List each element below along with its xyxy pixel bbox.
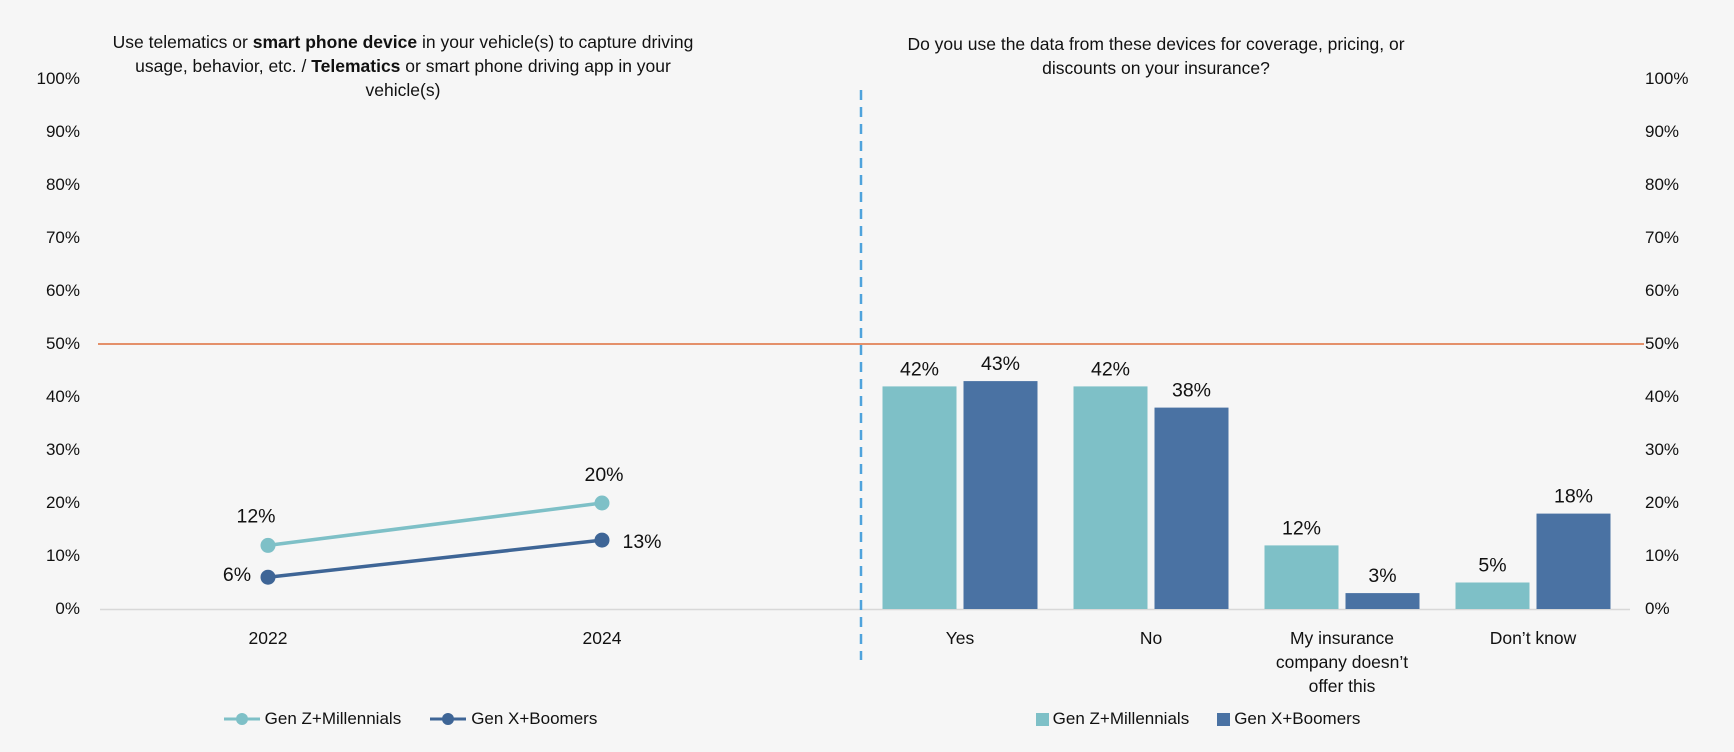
y-axis-label-left: 70% [45, 228, 80, 247]
y-axis-label-left: 90% [45, 122, 80, 141]
line-data-label: 13% [622, 531, 661, 553]
legend-label: Gen Z+Millennials [1052, 709, 1190, 728]
bar-data-label: 18% [1554, 486, 1593, 508]
bar-data-label: 3% [1368, 565, 1396, 587]
y-axis-label-left: 10% [45, 546, 80, 565]
line-chart-category-label: 2022 [248, 628, 288, 648]
legend-label: Gen Z+Millennials [264, 709, 402, 728]
bar [963, 381, 1038, 609]
y-axis-label-left: 80% [45, 175, 80, 194]
title-segment: smart phone device [252, 32, 418, 52]
bar [882, 386, 957, 609]
legend-item-gen-z-millennials: Gen Z+Millennials [223, 709, 402, 729]
bar-chart-category-label: Yes [945, 628, 975, 648]
y-axis-label-left: 50% [45, 334, 80, 353]
bar-chart-category-label: No [1139, 628, 1163, 648]
y-axis-label-right: 80% [1645, 175, 1680, 194]
line-point [260, 537, 276, 553]
legend-label: Gen X+Boomers [1234, 709, 1361, 728]
title-segment: in your vehicle(s) to capture driving us… [135, 32, 694, 76]
y-axis-label-left: 30% [45, 440, 80, 459]
bar [1536, 513, 1611, 609]
y-axis-label-left: 60% [45, 281, 80, 300]
line-chart-category-label: 2024 [582, 628, 622, 648]
bar-data-label: 38% [1172, 380, 1211, 402]
line-point [594, 495, 610, 511]
y-axis-label-right: 50% [1645, 334, 1680, 353]
legend-item-gen-x-boomers: Gen X+Boomers [429, 709, 597, 729]
bar [1073, 386, 1148, 609]
bar-chart-category-label: Don’t know [1489, 628, 1577, 648]
y-axis-label-right: 0% [1645, 599, 1670, 618]
line-data-label: 12% [236, 505, 275, 527]
y-axis-label-left: 20% [45, 493, 80, 512]
bar [1455, 582, 1530, 609]
title-segment: Telematics [311, 56, 401, 76]
y-axis-label-right: 20% [1645, 493, 1680, 512]
legend-label: Gen X+Boomers [471, 709, 598, 728]
bar-data-label: 5% [1478, 555, 1506, 577]
legend-item-gen-z-millennials: Gen Z+Millennials [1035, 709, 1190, 729]
y-axis-label-left: 0% [55, 599, 80, 618]
y-axis-label-right: 40% [1645, 387, 1680, 406]
bar-chart-category-label: My insurance company doesn’t offer this [1275, 628, 1409, 696]
title-segment: Use telematics or [112, 32, 253, 52]
line-series-0 [267, 501, 603, 548]
y-axis-label-right: 90% [1645, 122, 1680, 141]
bar-data-label: 43% [981, 353, 1020, 375]
bar-data-label: 42% [900, 358, 939, 380]
square-marker-icon [1217, 712, 1231, 726]
y-axis-label-left: 100% [36, 69, 80, 88]
bar [1345, 593, 1420, 609]
line-data-label: 20% [584, 464, 623, 486]
y-axis-label-left: 40% [45, 387, 80, 406]
left-chart-title: Use telematics or smart phone device in … [97, 30, 709, 102]
line-data-label: 6% [223, 564, 251, 586]
bar-data-label: 42% [1091, 358, 1130, 380]
y-axis-label-right: 30% [1645, 440, 1680, 459]
bar-data-label: 12% [1282, 517, 1321, 539]
title-segment: or smart phone driving app in your vehic… [365, 56, 671, 100]
y-axis-label-right: 70% [1645, 228, 1680, 247]
line-marker-icon [223, 713, 260, 725]
square-marker-icon [1035, 712, 1049, 726]
bar [1154, 407, 1229, 609]
y-axis-label-right: 10% [1645, 546, 1680, 565]
legend-item-gen-x-boomers: Gen X+Boomers [1217, 709, 1360, 729]
line-point [594, 532, 610, 548]
y-axis-label-right: 100% [1645, 69, 1689, 88]
bar-chart-legend: Gen Z+Millennials Gen X+Boomers [848, 706, 1548, 732]
line-point [260, 569, 276, 585]
bar [1264, 545, 1339, 609]
line-series-1 [267, 538, 603, 579]
line-marker-icon [430, 713, 467, 725]
line-chart-legend: Gen Z+Millennials Gen X+Boomers [60, 706, 760, 732]
right-chart-title: Do you use the data from these devices f… [907, 34, 1405, 78]
y-axis-label-right: 60% [1645, 281, 1680, 300]
